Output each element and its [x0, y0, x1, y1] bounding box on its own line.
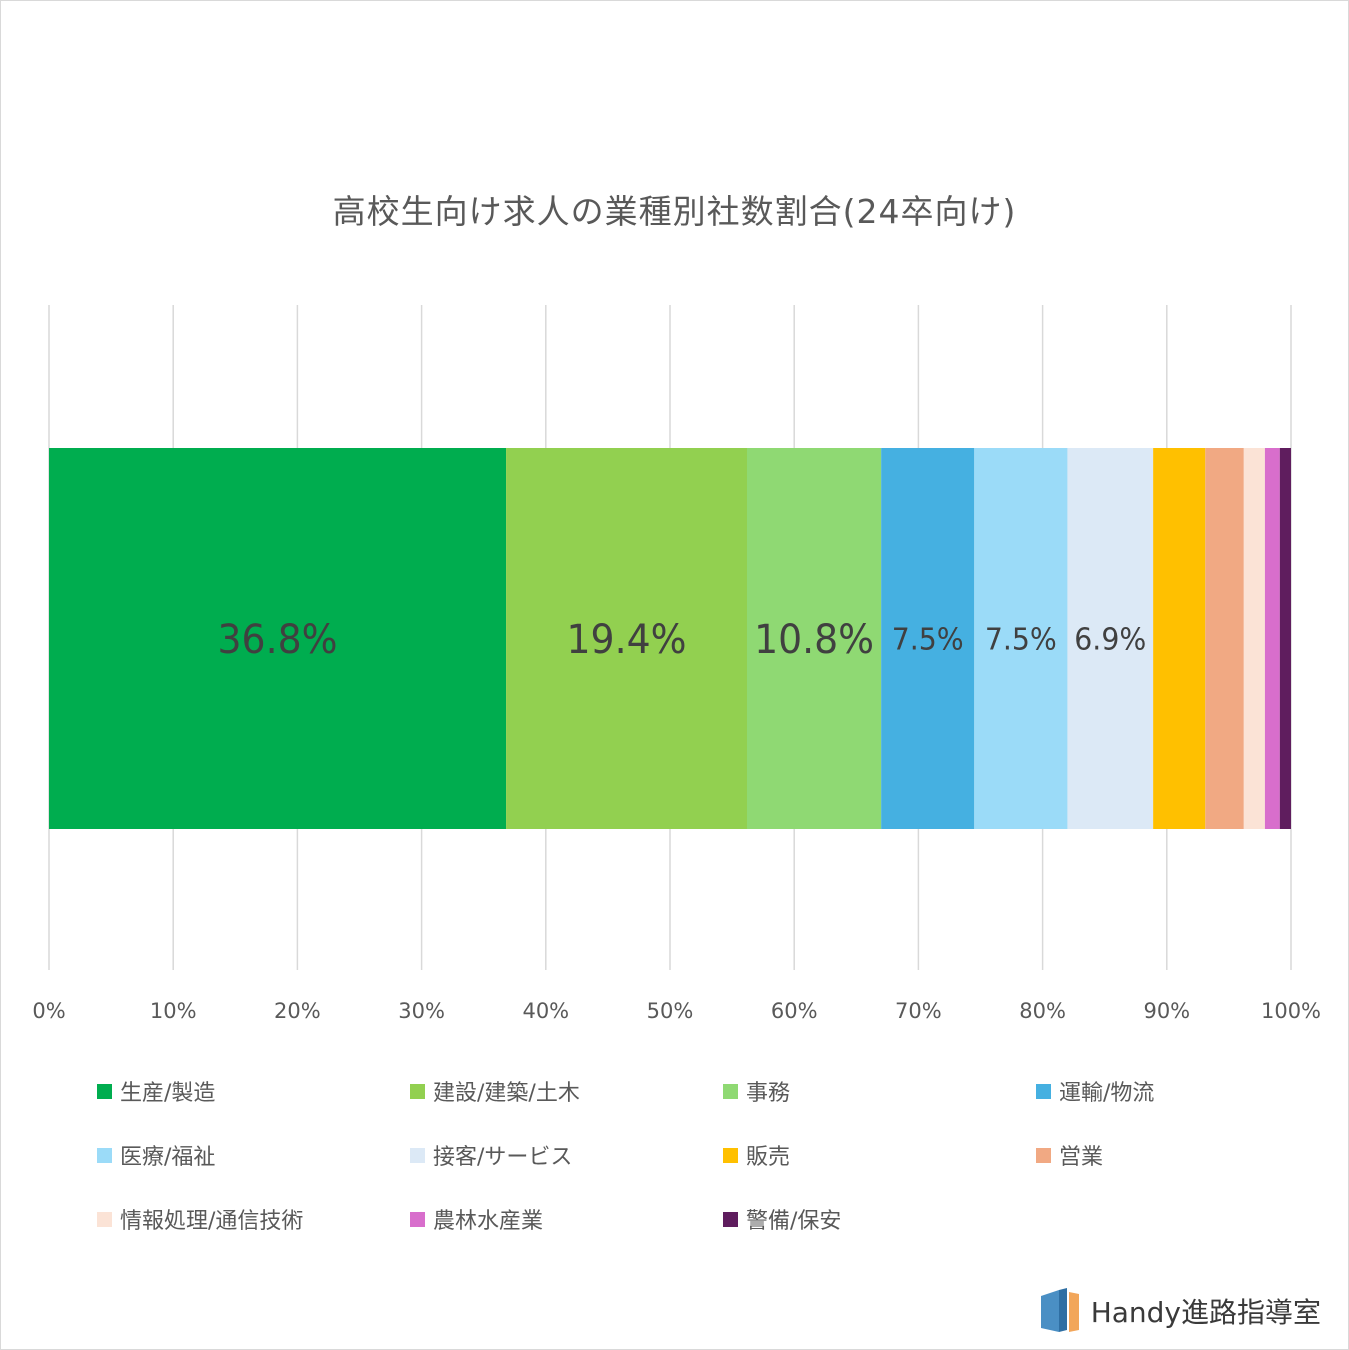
x-tick-label: 30%: [398, 999, 445, 1023]
legend-label: 販売: [746, 1145, 791, 1170]
bar-segment: [1205, 448, 1244, 829]
legend-swatch: [97, 1083, 112, 1099]
legend-item: 営業: [1036, 1139, 1336, 1171]
legend-swatch: [410, 1083, 425, 1099]
bar-segment: [881, 448, 975, 829]
x-tick-label: 50%: [647, 999, 694, 1023]
legend-item: 販売: [723, 1139, 1036, 1171]
bar-segment: [1153, 448, 1206, 829]
data-label: 6.9%: [1074, 622, 1146, 657]
legend-swatch: [97, 1147, 112, 1163]
x-tick-label: 80%: [1019, 999, 1066, 1023]
legend-swatch: [1036, 1083, 1051, 1099]
bar-segment: [974, 448, 1068, 829]
legend-item: 医療/福祉: [97, 1139, 410, 1171]
x-tick-label: 60%: [771, 999, 818, 1023]
x-tick-label: 40%: [522, 999, 569, 1023]
book-logo-icon: [1040, 1288, 1079, 1332]
bar-segment: [1067, 448, 1154, 829]
legend-label: 医療/福祉: [120, 1145, 216, 1170]
x-tick-label: 100%: [1261, 999, 1321, 1023]
legend-item: 運輸/物流: [1036, 1075, 1336, 1107]
x-tick-label: 70%: [895, 999, 942, 1023]
legend: 生産/製造 建設/建築/土木 事務 運輸/物流医療/福祉 接客/サービス 販売 営業情報処理…: [97, 1075, 1337, 1235]
legend-item: 農林水産業: [410, 1203, 723, 1235]
brand-logo: Handy進路指導室: [1039, 1286, 1321, 1336]
legend-label: 事務: [746, 1081, 791, 1106]
legend-label: 警備/保安: [746, 1209, 842, 1234]
legend-label: 生産/製造: [120, 1081, 216, 1106]
chart-title: 高校生向け求人の業種別社数割合(24卒向け): [332, 192, 1017, 231]
legend-swatch: [410, 1147, 425, 1163]
data-label: 7.5%: [985, 622, 1057, 657]
x-axis-ticks: 0% 10% 20% 30% 40% 50% 60% 70% 80% 90% 100%: [32, 999, 1321, 1023]
legend-item: 接客/サービス: [410, 1139, 723, 1171]
legend-label: 運輸/物流: [1059, 1081, 1155, 1106]
bar-segment: [1264, 448, 1280, 829]
legend-item: 生産/製造: [97, 1075, 410, 1107]
legend-label: 情報処理/通信技術: [120, 1209, 304, 1234]
data-labels: 36.8% 19.4% 10.8% 7.5% 7.5% 6.9%: [218, 617, 1147, 663]
legend-swatch: [410, 1211, 425, 1227]
legend-label: 農林水産業: [433, 1209, 544, 1234]
data-label: 10.8%: [754, 617, 874, 663]
legend-swatch: [723, 1211, 738, 1227]
x-tick-label: 0%: [32, 999, 65, 1023]
legend-label: 建設/建築/土木: [433, 1081, 580, 1106]
bar-segment: [49, 448, 507, 829]
bar-segment: [1243, 448, 1265, 829]
bar-segment: [747, 448, 882, 829]
data-label: 7.5%: [892, 622, 964, 657]
data-label: 36.8%: [218, 617, 338, 663]
data-label: 19.4%: [567, 617, 687, 663]
legend-swatch: [1036, 1147, 1051, 1163]
legend-item: 建設/建築/土木: [410, 1075, 723, 1107]
x-tick-label: 10%: [150, 999, 197, 1023]
x-tick-label: 20%: [274, 999, 321, 1023]
legend-label: 営業: [1059, 1145, 1104, 1170]
legend-item: 情報処理/通信技術: [97, 1203, 410, 1235]
legend-label: 接客/サービス: [433, 1145, 573, 1170]
x-tick-label: 90%: [1143, 999, 1190, 1023]
bar-segment: [1279, 448, 1291, 829]
legend-item: 警備/保安: [723, 1203, 1036, 1235]
legend-swatch: [723, 1083, 738, 1099]
bar-segment: [506, 448, 748, 829]
legend-swatch: [97, 1211, 112, 1227]
legend-swatch: [723, 1147, 738, 1163]
stacked-bar: [49, 448, 1291, 829]
legend-item: 事務: [723, 1075, 1036, 1107]
logo-text: Handy進路指導室: [1090, 1296, 1321, 1329]
